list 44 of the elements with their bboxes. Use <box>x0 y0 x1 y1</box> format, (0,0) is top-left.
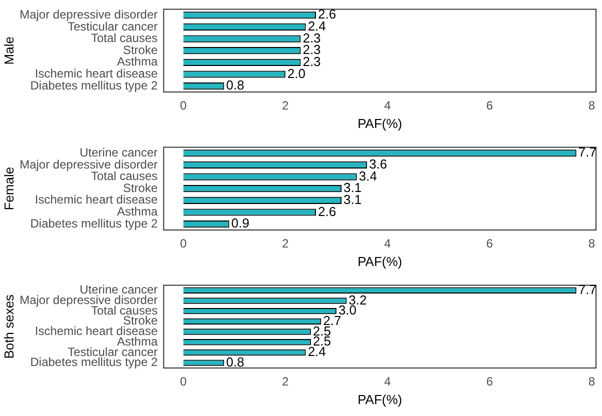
y-tick-label: Diabetes mellitus type 2 <box>30 355 158 370</box>
y-tick-label: Total causes <box>90 169 158 184</box>
y-tick-label: Total causes <box>90 31 158 46</box>
y-tick-label: Asthma <box>116 204 158 219</box>
x-tick-label: 2 <box>282 374 290 389</box>
y-tick-label: Ischemic heart disease <box>34 192 158 207</box>
x-tick-label: 6 <box>486 236 494 251</box>
x-tick-label: 4 <box>384 236 392 251</box>
x-tick-label: 8 <box>588 374 596 389</box>
y-tick-label: Major depressive disorder <box>20 157 158 172</box>
x-tick-label: 0 <box>180 236 187 251</box>
y-tick-label: Major depressive disorder <box>20 7 158 22</box>
y-tick-label: Asthma <box>116 334 158 348</box>
x-tick-label: 6 <box>486 374 494 389</box>
y-axis-title: Both sexes <box>1 294 16 359</box>
x-axis-title: PAF(%) <box>358 254 402 269</box>
y-tick-label: Asthma <box>116 54 158 69</box>
x-tick-label: 0 <box>180 374 187 389</box>
data-label: 2.6 <box>318 204 336 219</box>
x-tick-label: 8 <box>588 236 596 251</box>
x-tick-label: 2 <box>282 98 290 113</box>
y-tick-label: Stroke <box>122 180 158 195</box>
y-tick-label: Diabetes mellitus type 2 <box>30 216 158 230</box>
x-tick-label: 4 <box>384 374 392 389</box>
data-label: 0.8 <box>226 354 244 370</box>
y-axis-title: Male <box>1 36 16 65</box>
x-axis-title: PAF(%) <box>358 116 402 131</box>
x-tick-label: 6 <box>486 98 494 113</box>
x-tick-label: 8 <box>588 98 596 113</box>
y-tick-label: Ischemic heart disease <box>34 66 158 81</box>
data-label: 0.8 <box>226 78 244 93</box>
x-axis-title: PAF(%) <box>358 392 402 407</box>
y-tick-label: Diabetes mellitus type 2 <box>30 78 158 92</box>
x-tick-label: 4 <box>384 98 392 113</box>
y-tick-label: Stroke <box>122 42 158 57</box>
data-label: 2.4 <box>308 344 326 360</box>
x-tick-label: 2 <box>282 236 290 251</box>
data-label: 0.9 <box>231 216 250 231</box>
data-label: 2.0 <box>287 66 306 81</box>
y-tick-label: Testicular cancer <box>68 19 158 34</box>
x-tick-label: 0 <box>180 98 187 113</box>
y-tick-label: Uterine cancer <box>80 145 158 160</box>
y-axis-title: Female <box>1 166 16 210</box>
y-tick-label: Stroke <box>122 314 158 328</box>
